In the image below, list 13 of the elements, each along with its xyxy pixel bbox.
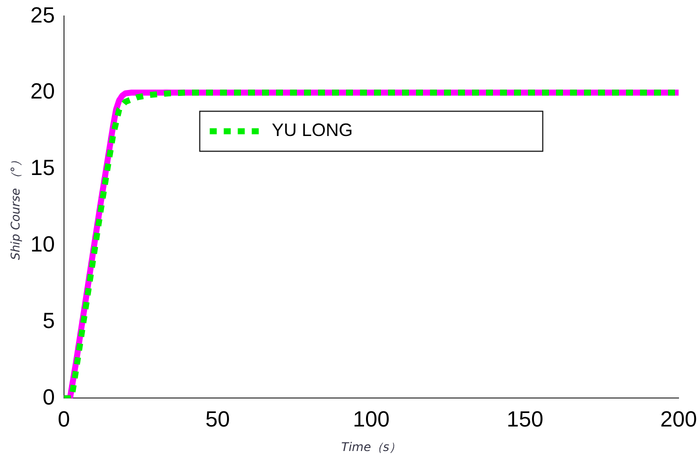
y-axis-title: Ship Course （°）	[8, 154, 22, 260]
y-tick-label: 25	[30, 2, 55, 28]
x-tick-label: 150	[506, 406, 544, 432]
y-tick-label: 20	[30, 78, 55, 104]
y-tick-label: 10	[30, 231, 55, 256]
y-tick-label: 0	[42, 384, 55, 410]
y-tick-label: 15	[30, 155, 55, 180]
y-tick-label: 5	[42, 308, 55, 333]
x-tick-label: 200	[660, 406, 698, 432]
legend-label: YU LONG	[272, 120, 353, 140]
x-axis-title: Time（s）	[341, 440, 402, 454]
x-tick-label: 100	[352, 406, 390, 432]
x-tick-label: 50	[205, 406, 230, 432]
